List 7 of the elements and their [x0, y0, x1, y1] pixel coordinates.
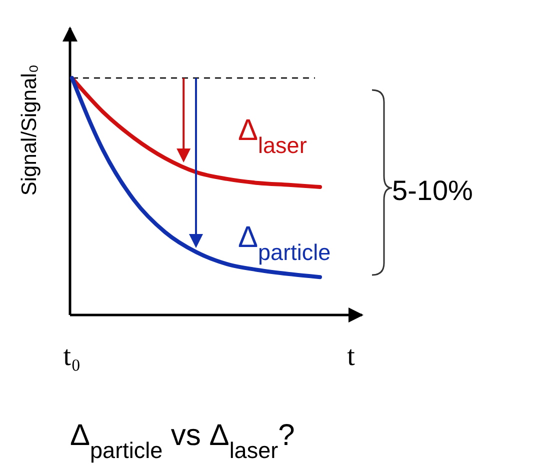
annotation: Δ$_{laser}$: [238, 114, 308, 158]
text: Δ$_{particle}$ vs Δ$_{laser}$?: [70, 419, 295, 462]
annotation: Δ$_{particle}$: [238, 221, 331, 264]
x-tick-label: t₀: [63, 340, 81, 372]
x-tick-label: t: [347, 340, 356, 372]
y-axis-title: Signal/Signal₀: [18, 64, 41, 196]
text: 5-10%: [392, 175, 473, 206]
